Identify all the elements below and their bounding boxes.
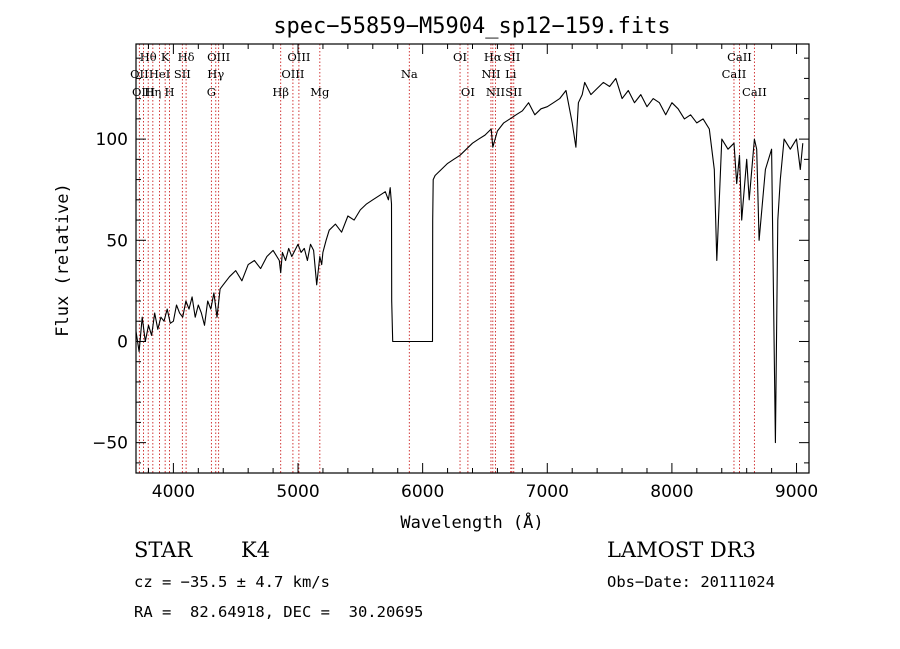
redshift-text: cz = −35.5 ± 4.7 km/s	[134, 573, 330, 591]
emission-line-label: OIII	[281, 67, 304, 81]
survey-name: LAMOST DR3	[607, 538, 756, 562]
x-tick-label: 6000	[401, 482, 444, 502]
coordinates-text: RA = 82.64918, DEC = 30.20695	[134, 603, 424, 621]
emission-line-label: Hη	[144, 85, 161, 99]
y-tick-label: −50	[92, 434, 128, 454]
emission-line-label: SII	[505, 85, 522, 99]
x-tick-label: 9000	[775, 482, 818, 502]
x-tick-label: 4000	[152, 482, 195, 502]
emission-line-label: OII	[130, 67, 149, 81]
emission-line-label: Hθ	[140, 50, 157, 64]
y-axis: −50 0 50 100	[92, 57, 809, 464]
emission-line-label: NII	[481, 67, 500, 81]
emission-line-label: OIII	[287, 50, 310, 64]
emission-line-label: Hα	[484, 50, 502, 64]
emission-line-label: OI	[461, 85, 475, 99]
emission-line-label: OIII	[207, 50, 230, 64]
emission-line-label: SII	[503, 50, 520, 64]
x-tick-label: 5000	[276, 482, 319, 502]
series-layer	[135, 77, 804, 444]
emission-line-label: Hγ	[207, 67, 224, 81]
emission-line-label: CaII	[722, 67, 747, 81]
x-tick-label: 8000	[650, 482, 693, 502]
chart-title: spec−55859−M5904_sp12−159.fits	[273, 14, 670, 39]
emission-line-label: G	[207, 85, 216, 99]
emission-line-label: CaII	[727, 50, 752, 64]
emission-line-markers	[138, 44, 755, 473]
emission-line-label: CaII	[742, 85, 767, 99]
obs-date: Obs−Date: 20111024	[607, 573, 775, 591]
emission-line-label: NII	[486, 85, 505, 99]
emission-line-label: H	[165, 85, 175, 99]
emission-line-label: Li	[505, 67, 517, 81]
emission-line-label: SII	[174, 67, 191, 81]
emission-line-label: Mg	[310, 85, 330, 99]
series-line-flux	[135, 77, 804, 444]
emission-line-label: Hδ	[178, 50, 195, 64]
emission-line-label: Hβ	[272, 85, 289, 99]
emission-line-label: K	[161, 50, 170, 64]
emission-line-label: Na	[401, 67, 418, 81]
plot-frame	[135, 43, 810, 474]
y-axis-label: Flux (relative)	[53, 183, 73, 337]
object-type: STAR	[134, 538, 193, 562]
y-tick-label: 0	[117, 332, 128, 352]
emission-line-label: OI	[453, 50, 467, 64]
y-tick-label: 100	[96, 130, 128, 150]
x-axis: 4000 5000 6000 7000 8000 9000	[147, 44, 818, 502]
x-tick-label: 7000	[526, 482, 569, 502]
object-subclass: K4	[241, 538, 271, 562]
x-axis-label: Wavelength (Å)	[400, 511, 543, 533]
emission-line-label: HeI	[149, 67, 170, 81]
emission-line-label: OIII	[132, 85, 155, 99]
y-tick-label: 50	[106, 231, 128, 251]
